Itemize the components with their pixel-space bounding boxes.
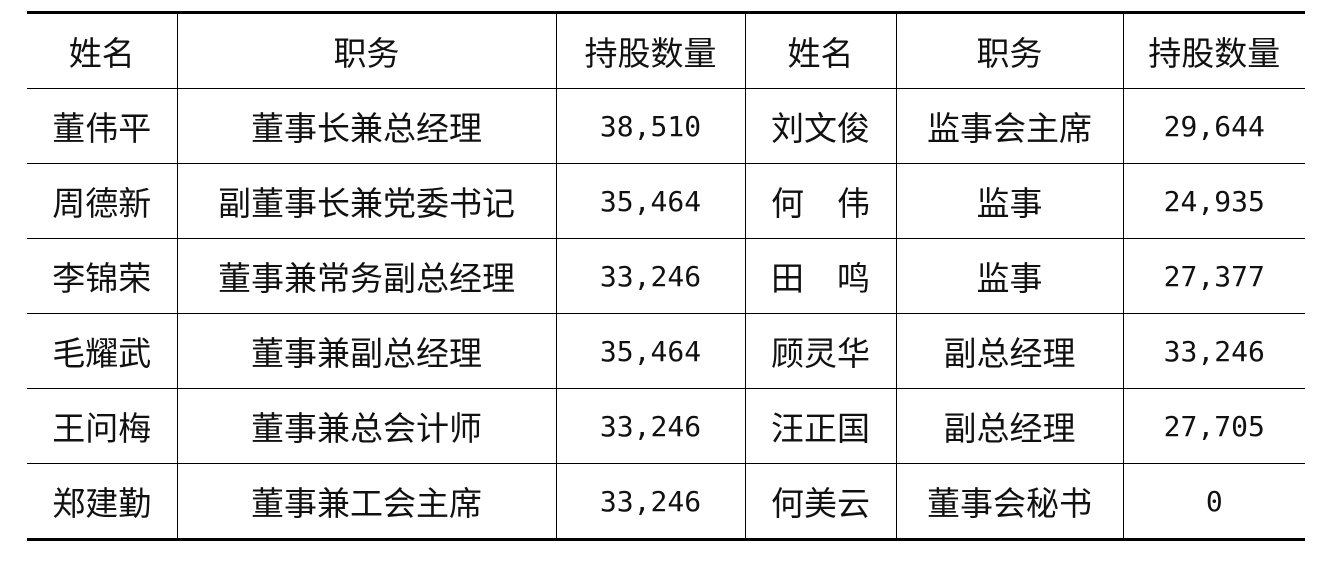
name-cell: 何美云: [744, 463, 897, 540]
position-cell: 监事: [895, 238, 1124, 314]
column-header: 持股数量: [1122, 12, 1305, 89]
table-row: 郑建勤 董事兼工会主席 33,246 何美云 董事会秘书 0: [27, 463, 1305, 540]
shares-cell: 29,644: [1122, 88, 1305, 164]
position-cell: 董事兼副总经理: [176, 313, 557, 389]
name-cell: 何 伟: [744, 163, 897, 239]
position-cell: 副总经理: [895, 313, 1124, 389]
table-row: 李锦荣 董事兼常务副总经理 33,246 田 鸣监事 27,377: [27, 238, 1305, 314]
position-cell: 副总经理: [895, 388, 1124, 464]
shares-cell: 33,246: [555, 238, 746, 314]
column-header: 职务: [176, 12, 557, 89]
position-cell: 董事长兼总经理: [176, 88, 557, 164]
shareholding-table: 姓名 职务 持股数量 姓名 职务 持股数量 董伟平 董事长兼总经理 38,510 刘文俊 监事会主…: [27, 11, 1305, 541]
shares-cell: 24,935: [1122, 163, 1305, 239]
shares-cell: 33,246: [1122, 313, 1305, 389]
shares-cell: 27,377: [1122, 238, 1305, 314]
position-cell: 董事会秘书: [895, 463, 1124, 540]
position-cell: 董事兼工会主席: [176, 463, 557, 540]
shares-cell: 33,246: [555, 388, 746, 464]
table-row: 董伟平 董事长兼总经理 38,510 刘文俊 监事会主席 29,644: [27, 88, 1305, 164]
shares-cell: 35,464: [555, 163, 746, 239]
name-cell: 周德新: [27, 163, 178, 239]
header-row: 姓名 职务 持股数量 姓名 职务 持股数量: [27, 12, 1305, 89]
table-row: 周德新 副董事长兼党委书记 35,464 何 伟监事 24,935: [27, 163, 1305, 239]
shares-cell: 0: [1122, 463, 1305, 540]
position-cell: 副董事长兼党委书记: [176, 163, 557, 239]
name-cell: 刘文俊: [744, 88, 897, 164]
position-cell: 董事兼常务副总经理: [176, 238, 557, 314]
column-header: 职务: [895, 12, 1124, 89]
name-cell: 郑建勤: [27, 463, 178, 540]
position-cell: 监事: [895, 163, 1124, 239]
table-row: 王问梅 董事兼总会计师 33,246 汪正国 副总经理 27,705: [27, 388, 1305, 464]
name-cell: 毛耀武: [27, 313, 178, 389]
name-cell: 李锦荣: [27, 238, 178, 314]
shares-cell: 35,464: [555, 313, 746, 389]
name-cell: 董伟平: [27, 88, 178, 164]
table-row: 毛耀武 董事兼副总经理 35,464 顾灵华 副总经理 33,246: [27, 313, 1305, 389]
shares-cell: 33,246: [555, 463, 746, 540]
column-header: 姓名: [27, 12, 178, 89]
name-cell: 汪正国: [744, 388, 897, 464]
position-cell: 董事兼总会计师: [176, 388, 557, 464]
name-cell: 顾灵华: [744, 313, 897, 389]
name-cell: 田 鸣: [744, 238, 897, 314]
shares-cell: 27,705: [1122, 388, 1305, 464]
position-cell: 监事会主席: [895, 88, 1124, 164]
column-header: 姓名: [744, 12, 897, 89]
shares-cell: 38,510: [555, 88, 746, 164]
column-header: 持股数量: [555, 12, 746, 89]
name-cell: 王问梅: [27, 388, 178, 464]
